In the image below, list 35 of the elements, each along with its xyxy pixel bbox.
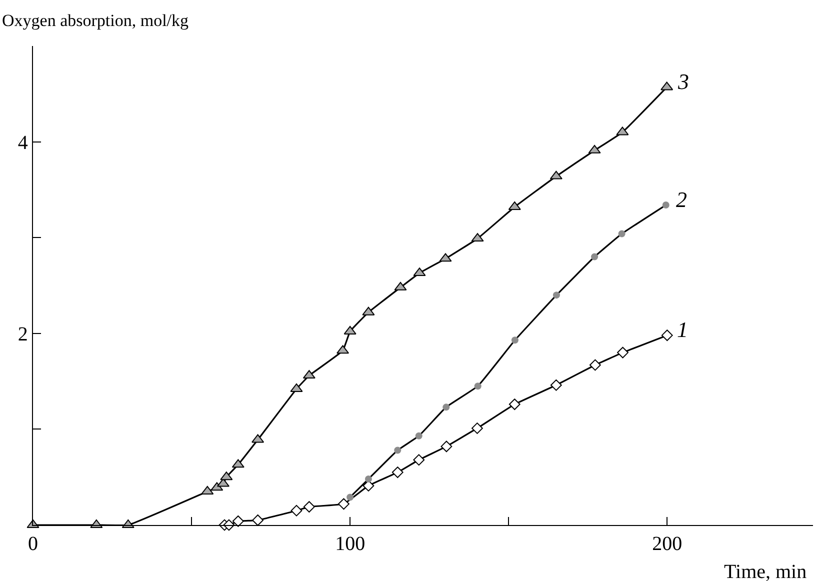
point [662, 202, 670, 209]
point [550, 379, 562, 391]
y-tick-label: 4 [18, 132, 28, 154]
point [617, 346, 628, 358]
point [508, 398, 520, 410]
point [442, 404, 450, 411]
point [303, 501, 315, 512]
point [511, 336, 518, 344]
point [413, 454, 425, 466]
point [252, 514, 264, 526]
point [661, 330, 673, 342]
point [232, 515, 244, 527]
point [394, 446, 402, 454]
point [338, 498, 350, 510]
point [392, 466, 404, 478]
point [618, 230, 626, 238]
point [472, 422, 483, 434]
x-tick-label: 0 [28, 533, 38, 556]
y-axis-title: Oxygen absorption, mol/kg [2, 11, 190, 30]
point [591, 253, 598, 260]
series-label: 2 [676, 187, 687, 212]
x-axis-title: Time, min [724, 561, 807, 581]
x-tick-label: 100 [335, 533, 366, 556]
series-label: 3 [677, 69, 689, 94]
point [415, 432, 422, 440]
point [589, 359, 601, 371]
x-tick-label: 200 [652, 533, 682, 556]
point [346, 494, 354, 501]
series-label: 1 [677, 317, 688, 342]
point [362, 480, 374, 492]
point [364, 476, 372, 483]
point [290, 504, 302, 516]
point [440, 440, 452, 452]
point [552, 292, 560, 299]
point [474, 382, 482, 390]
